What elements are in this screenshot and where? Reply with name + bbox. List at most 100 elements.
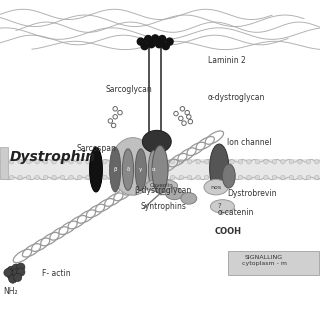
- Circle shape: [145, 160, 149, 164]
- Circle shape: [4, 268, 12, 277]
- Circle shape: [306, 175, 311, 180]
- Circle shape: [196, 160, 200, 164]
- Text: β-dystroglycan: β-dystroglycan: [134, 186, 192, 195]
- Ellipse shape: [123, 149, 134, 190]
- Circle shape: [298, 160, 302, 164]
- Circle shape: [171, 160, 175, 164]
- Circle shape: [94, 160, 99, 164]
- Circle shape: [162, 175, 166, 180]
- Circle shape: [128, 160, 132, 164]
- Text: ?: ?: [218, 204, 221, 209]
- Text: SIGNALLING: SIGNALLING: [245, 255, 283, 260]
- Circle shape: [238, 175, 243, 180]
- Circle shape: [52, 175, 56, 180]
- Circle shape: [17, 268, 25, 276]
- Circle shape: [272, 175, 277, 180]
- Circle shape: [238, 160, 243, 164]
- Circle shape: [179, 160, 183, 164]
- Circle shape: [94, 175, 99, 180]
- Circle shape: [145, 36, 152, 43]
- Circle shape: [13, 273, 22, 282]
- FancyBboxPatch shape: [228, 251, 319, 275]
- Circle shape: [255, 160, 260, 164]
- Text: NH₂: NH₂: [3, 287, 18, 296]
- Text: β: β: [114, 167, 117, 172]
- Circle shape: [69, 175, 73, 180]
- Ellipse shape: [204, 180, 228, 195]
- Circle shape: [152, 35, 159, 42]
- Text: Laminin 2: Laminin 2: [208, 56, 246, 65]
- Text: Sarcospan: Sarcospan: [77, 144, 117, 153]
- Circle shape: [1, 175, 5, 180]
- Circle shape: [230, 175, 234, 180]
- Bar: [0, 159, 320, 180]
- Ellipse shape: [211, 200, 234, 213]
- Circle shape: [264, 175, 268, 180]
- Circle shape: [18, 175, 22, 180]
- Circle shape: [77, 175, 82, 180]
- Circle shape: [9, 175, 14, 180]
- Circle shape: [111, 160, 116, 164]
- Circle shape: [69, 160, 73, 164]
- Circle shape: [247, 175, 251, 180]
- Ellipse shape: [152, 146, 168, 194]
- Circle shape: [43, 175, 48, 180]
- Circle shape: [213, 160, 217, 164]
- Text: α: α: [152, 167, 156, 172]
- Text: cytoplasm - m: cytoplasm - m: [242, 261, 286, 267]
- Ellipse shape: [181, 193, 197, 204]
- Text: Sarcoglycan: Sarcoglycan: [106, 85, 152, 94]
- Circle shape: [9, 275, 17, 283]
- Circle shape: [264, 160, 268, 164]
- Ellipse shape: [148, 150, 159, 189]
- Circle shape: [221, 160, 226, 164]
- Circle shape: [255, 175, 260, 180]
- Circle shape: [272, 160, 277, 164]
- Circle shape: [188, 175, 192, 180]
- Circle shape: [162, 160, 166, 164]
- Circle shape: [26, 175, 31, 180]
- Circle shape: [137, 160, 141, 164]
- Circle shape: [154, 160, 158, 164]
- Circle shape: [204, 160, 209, 164]
- Circle shape: [86, 175, 90, 180]
- Circle shape: [298, 175, 302, 180]
- Text: F- actin: F- actin: [42, 269, 70, 278]
- Circle shape: [18, 160, 22, 164]
- Text: Syntrophins: Syntrophins: [141, 202, 187, 211]
- Ellipse shape: [146, 179, 178, 192]
- Ellipse shape: [110, 138, 155, 195]
- Circle shape: [162, 43, 169, 50]
- Ellipse shape: [166, 188, 183, 200]
- Circle shape: [52, 160, 56, 164]
- Circle shape: [9, 160, 14, 164]
- Text: Ion channel: Ion channel: [227, 138, 272, 147]
- Circle shape: [315, 175, 319, 180]
- Circle shape: [103, 160, 107, 164]
- Circle shape: [1, 160, 5, 164]
- Text: Dystrophin: Dystrophin: [10, 150, 96, 164]
- Circle shape: [306, 160, 311, 164]
- Text: γ: γ: [139, 167, 142, 172]
- Circle shape: [137, 38, 144, 45]
- Circle shape: [60, 175, 65, 180]
- Circle shape: [35, 175, 39, 180]
- Circle shape: [141, 43, 148, 50]
- Circle shape: [281, 175, 285, 180]
- Circle shape: [154, 175, 158, 180]
- Circle shape: [12, 269, 20, 277]
- Ellipse shape: [109, 147, 121, 192]
- Circle shape: [281, 160, 285, 164]
- Circle shape: [7, 266, 15, 275]
- Circle shape: [247, 160, 251, 164]
- Ellipse shape: [210, 144, 229, 192]
- Circle shape: [77, 160, 82, 164]
- Text: α-dystroglycan: α-dystroglycan: [208, 93, 265, 102]
- Circle shape: [289, 175, 294, 180]
- Text: nos: nos: [211, 185, 221, 190]
- Circle shape: [17, 263, 25, 271]
- Ellipse shape: [90, 147, 102, 192]
- Ellipse shape: [135, 149, 147, 190]
- Bar: [0, 147, 8, 179]
- Circle shape: [7, 271, 15, 279]
